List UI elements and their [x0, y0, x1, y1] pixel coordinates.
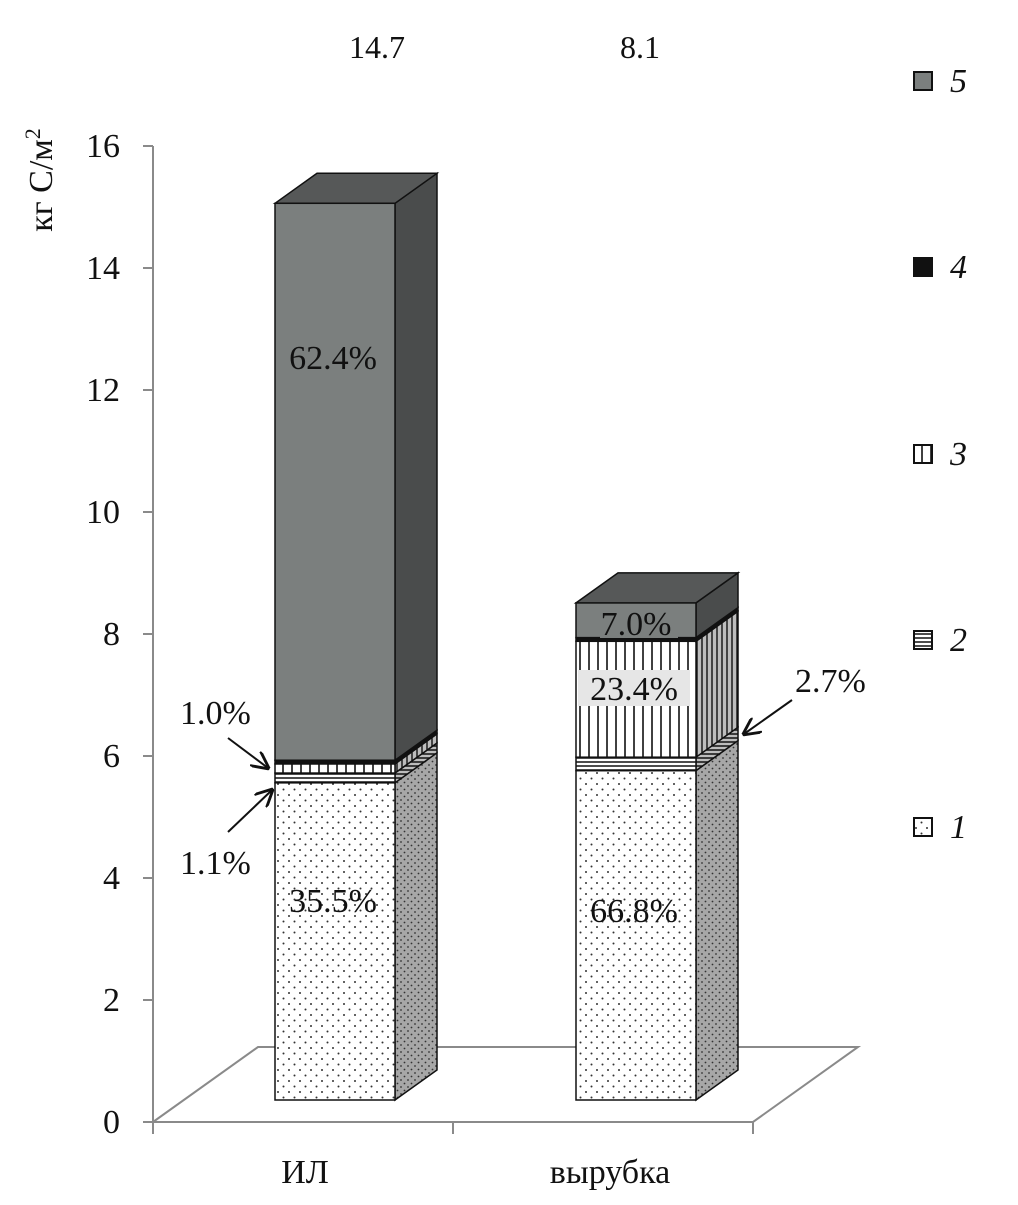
callout-label-vyrubka: 2.7% — [795, 663, 866, 700]
segment-vyrubka-1-front — [575, 769, 697, 1101]
x-label-vyrubka: вырубка — [550, 1154, 670, 1191]
segment-label-vyrubka-3: 23.4% — [590, 671, 678, 708]
legend: 5 4 3 2 1 — [913, 63, 967, 846]
segment-il-1-side — [394, 751, 438, 1102]
y-tick-label: 10 — [86, 494, 120, 531]
y-tick-label: 0 — [103, 1104, 120, 1141]
legend-label-5: 5 — [950, 63, 967, 100]
segment-il-3-front — [274, 763, 396, 774]
legend-label-3: 3 — [949, 436, 967, 473]
segment-label-il-1: 35.5% — [289, 883, 377, 920]
legend-swatch-3 — [913, 444, 933, 464]
callout-label-il-lower: 1.1% — [180, 845, 251, 882]
legend-label-2: 2 — [950, 622, 967, 659]
legend-swatch-5 — [913, 71, 933, 91]
segment-il-5-front — [274, 202, 396, 761]
x-axis-ticks — [152, 1122, 754, 1134]
bar-top-vyrubka — [573, 572, 741, 604]
segment-vyrubka-1-side — [695, 739, 739, 1102]
y-axis-label-superscript: 2 — [20, 128, 45, 139]
x-label-il: ИЛ — [281, 1154, 329, 1191]
chart-floor — [149, 1046, 862, 1123]
legend-label-4: 4 — [950, 249, 967, 286]
segment-label-il-5: 62.4% — [289, 340, 377, 377]
callout-label-il-upper: 1.0% — [180, 695, 251, 732]
legend-swatch-2 — [913, 630, 933, 650]
segment-label-bg-vyrubka-3 — [578, 670, 690, 706]
y-tick-label: 16 — [86, 128, 120, 165]
y-tick-label: 6 — [103, 738, 120, 775]
y-axis-label: кг С/м2 — [20, 128, 60, 232]
legend-label-1: 1 — [950, 809, 967, 846]
segment-il-1-front — [274, 782, 396, 1101]
segment-il-2-front — [274, 772, 396, 784]
bars-group — [272, 171, 741, 1102]
y-tick-label: 2 — [103, 982, 120, 1019]
legend-swatch-1 — [913, 817, 933, 837]
callout-arrow-il-lower — [227, 790, 272, 833]
segment-vyrubka-2-front — [575, 756, 697, 772]
y-tick-label: 12 — [86, 372, 120, 409]
total-label-vyrubka: 8.1 — [620, 29, 660, 65]
segment-label-vyrubka-1: 66.8% — [590, 893, 678, 930]
y-axis-ticks: 0 2 4 6 8 10 12 14 16 — [86, 128, 153, 1141]
segment-il-5-side — [394, 171, 438, 762]
y-tick-label: 8 — [103, 616, 120, 653]
segment-label-vyrubka-5: 7.0% — [601, 606, 672, 643]
bar-top-il — [272, 172, 440, 205]
callout-arrow-vyrubka — [744, 699, 793, 734]
legend-swatch-4 — [913, 257, 933, 277]
y-tick-label: 4 — [103, 860, 120, 897]
segment-label-bg-vyrubka-5 — [600, 606, 678, 638]
y-tick-label: 14 — [86, 250, 120, 287]
total-label-il: 14.7 — [349, 29, 405, 65]
callout-arrow-il-upper — [227, 737, 268, 768]
